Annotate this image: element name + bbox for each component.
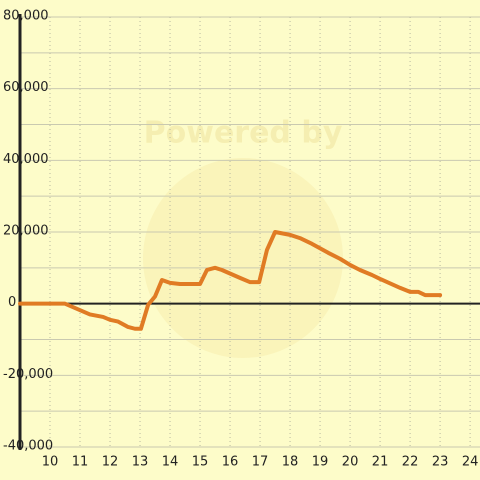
- x-tick-label: 14: [162, 455, 179, 470]
- line-series: [18, 230, 443, 331]
- watermark: Powered by: [144, 116, 343, 151]
- watermark-logo: [143, 158, 343, 358]
- x-tick-label: 12: [102, 455, 119, 470]
- y-tick-label: 0: [8, 295, 16, 310]
- x-tick-label: 19: [312, 455, 329, 470]
- y-tick-label: 60,000: [3, 80, 49, 95]
- x-tick-label: 20: [342, 455, 359, 470]
- x-tick-label: 13: [132, 455, 149, 470]
- y-tick-label: 40,000: [3, 152, 49, 167]
- x-tick-label: 22: [402, 455, 419, 470]
- y-tick-label: 80,000: [3, 9, 49, 24]
- x-tick-label: 21: [372, 455, 389, 470]
- x-tick-label: 18: [282, 455, 299, 470]
- y-tick-label: -20,000: [3, 367, 53, 382]
- x-tick-label: 10: [42, 455, 59, 470]
- x-tick-label: 11: [72, 455, 89, 470]
- x-tick-label: 24: [462, 455, 479, 470]
- y-tick-label: -40,000: [3, 439, 53, 454]
- x-tick-label: 15: [192, 455, 209, 470]
- y-tick-label: 20,000: [3, 224, 49, 239]
- x-tick-label: 17: [252, 455, 269, 470]
- x-tick-label: 23: [432, 455, 449, 470]
- x-tick-label: 16: [222, 455, 239, 470]
